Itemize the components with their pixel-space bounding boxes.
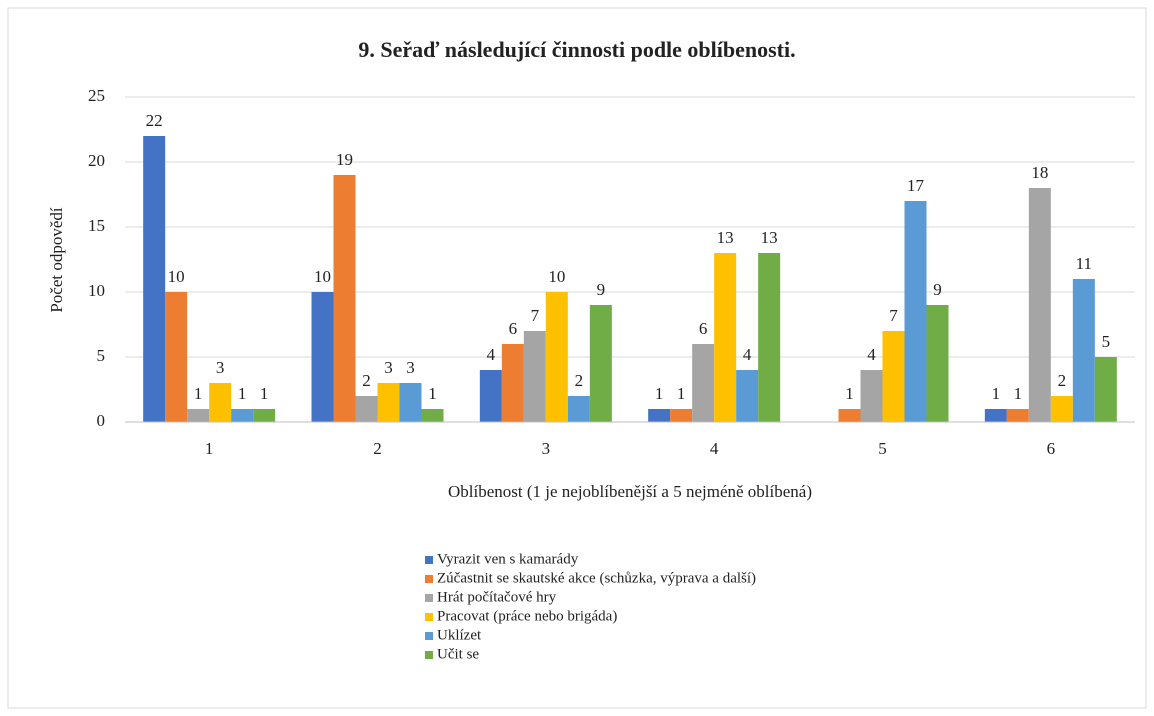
bar xyxy=(904,201,927,422)
bar xyxy=(209,383,232,422)
data-label: 1 xyxy=(845,384,854,403)
data-label: 5 xyxy=(1102,332,1111,351)
legend-swatch xyxy=(425,632,433,640)
bar xyxy=(377,383,400,422)
bar xyxy=(231,409,254,422)
data-label: 2 xyxy=(575,371,584,390)
bar xyxy=(838,409,861,422)
bar xyxy=(1072,279,1095,422)
bar xyxy=(882,331,905,422)
x-tick-label: 2 xyxy=(373,439,382,458)
data-label: 1 xyxy=(655,384,664,403)
bar xyxy=(253,409,276,422)
data-label: 4 xyxy=(743,345,752,364)
data-label: 3 xyxy=(384,358,393,377)
data-label: 2 xyxy=(362,371,371,390)
data-label: 13 xyxy=(761,228,778,247)
chart-frame xyxy=(7,7,1147,709)
data-label: 1 xyxy=(1014,384,1023,403)
bar xyxy=(165,292,188,422)
bar xyxy=(736,370,759,422)
x-tick-label: 5 xyxy=(878,439,887,458)
data-label: 4 xyxy=(867,345,876,364)
legend-swatch xyxy=(425,556,433,564)
bar xyxy=(399,383,422,422)
legend-label: Učit se xyxy=(437,646,479,662)
y-tick-label: 25 xyxy=(88,86,105,105)
data-label: 2 xyxy=(1058,371,1067,390)
y-tick-label: 10 xyxy=(88,281,105,300)
y-tick-label: 15 xyxy=(88,216,105,235)
bar xyxy=(143,136,166,422)
data-label: 22 xyxy=(146,111,163,130)
bar xyxy=(984,409,1007,422)
y-tick-label: 5 xyxy=(97,346,106,365)
bar xyxy=(692,344,715,422)
y-tick-label: 0 xyxy=(97,411,106,430)
legend-label: Vyrazit ven s kamarády xyxy=(437,551,579,567)
bar xyxy=(421,409,444,422)
data-label: 9 xyxy=(933,280,942,299)
chart-title: 9. Seřaď následující činnosti podle oblí… xyxy=(358,37,795,62)
data-label: 11 xyxy=(1076,254,1092,273)
x-tick-label: 6 xyxy=(1047,439,1056,458)
data-label: 4 xyxy=(487,345,496,364)
data-label: 6 xyxy=(699,319,708,338)
y-axis-title: Počet odpovědí xyxy=(47,207,66,313)
bar xyxy=(311,292,334,422)
bar xyxy=(355,396,378,422)
legend-label: Pracovat (práce nebo brigáda) xyxy=(437,608,617,624)
data-label: 3 xyxy=(216,358,225,377)
data-label: 7 xyxy=(889,306,898,325)
data-label: 6 xyxy=(509,319,518,338)
bar xyxy=(758,253,781,422)
data-label: 3 xyxy=(406,358,415,377)
x-tick-label: 4 xyxy=(710,439,719,458)
data-label: 10 xyxy=(548,267,565,286)
x-tick-label: 3 xyxy=(542,439,551,458)
bar xyxy=(1050,396,1073,422)
legend-label: Zúčastnit se skautské akce (schůzka, výp… xyxy=(437,570,756,586)
bar xyxy=(648,409,671,422)
data-label: 1 xyxy=(260,384,269,403)
data-label: 18 xyxy=(1031,163,1048,182)
legend-swatch xyxy=(425,613,433,621)
legend-swatch xyxy=(425,575,433,583)
data-label: 1 xyxy=(677,384,686,403)
legend-swatch xyxy=(425,651,433,659)
legend-label: Uklízet xyxy=(437,627,482,643)
y-tick-label: 20 xyxy=(88,151,105,170)
x-tick-label: 1 xyxy=(205,439,214,458)
bar xyxy=(523,331,546,422)
bar xyxy=(926,305,949,422)
legend-label: Hrát počítačové hry xyxy=(437,589,557,605)
data-label: 1 xyxy=(194,384,203,403)
bar xyxy=(589,305,612,422)
data-label: 10 xyxy=(168,267,185,286)
data-label: 10 xyxy=(314,267,331,286)
bar xyxy=(1028,188,1051,422)
bar xyxy=(1094,357,1117,422)
bar xyxy=(670,409,693,422)
data-label: 19 xyxy=(336,150,353,169)
bar xyxy=(860,370,883,422)
data-label: 17 xyxy=(907,176,925,195)
x-axis-title: Oblíbenost (1 je nejoblíbenější a 5 nejm… xyxy=(448,482,812,501)
data-label: 1 xyxy=(238,384,247,403)
bar xyxy=(187,409,210,422)
data-label: 1 xyxy=(428,384,437,403)
bar xyxy=(1006,409,1029,422)
data-label: 7 xyxy=(531,306,540,325)
data-label: 9 xyxy=(597,280,606,299)
bar xyxy=(714,253,737,422)
bar xyxy=(501,344,524,422)
bar xyxy=(567,396,590,422)
bar xyxy=(479,370,502,422)
data-label: 1 xyxy=(992,384,1001,403)
data-label: 13 xyxy=(717,228,734,247)
legend-swatch xyxy=(425,594,433,602)
bar xyxy=(545,292,568,422)
bar xyxy=(333,175,356,422)
